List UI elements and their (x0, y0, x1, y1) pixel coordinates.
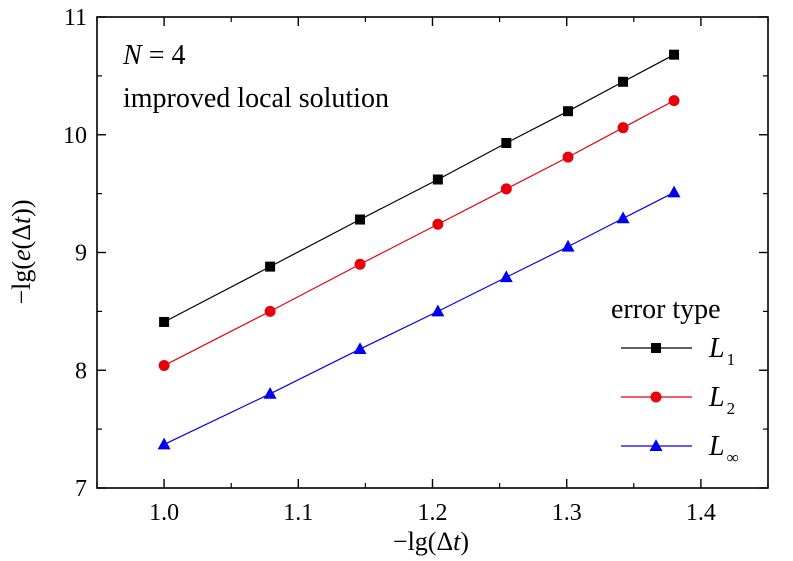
y-axis-label: −lg(e(Δt)) (7, 199, 36, 304)
annotation-n-rest: = 4 (142, 40, 186, 71)
data-point (561, 239, 575, 252)
legend-title: error type (611, 294, 721, 325)
y-tick-label: 9 (75, 241, 87, 267)
annotation-n-var: N (122, 40, 143, 71)
data-point (354, 258, 366, 270)
series-line (163, 191, 675, 445)
series-2 (158, 95, 680, 372)
axes: 1.0 1.1 1.2 1.3 1.4 7 8 9 10 11 (63, 5, 769, 526)
x-tick-label: 1.3 (552, 500, 582, 526)
data-point (668, 95, 680, 107)
data-point (667, 185, 681, 198)
y-tick-label: 7 (75, 476, 87, 502)
legend-marker (649, 439, 663, 451)
y-tick-label: 8 (75, 358, 87, 384)
y-tick-label: 11 (64, 5, 87, 31)
data-point (159, 316, 170, 327)
data-point (617, 122, 629, 134)
data-point (355, 214, 366, 225)
data-point (616, 211, 630, 224)
legend-marker (650, 391, 662, 403)
axis-labels: −lg(Δt) −lg(e(Δt)) (7, 199, 469, 556)
annotation-n-value: N = 4 (122, 40, 185, 71)
data-point (431, 304, 445, 317)
legend-marker (651, 343, 661, 353)
x-tick-label: 1.4 (686, 500, 716, 526)
annotation-method: improved local solution (123, 83, 389, 114)
series-line (163, 54, 675, 323)
data-point (500, 183, 512, 195)
series-group (157, 49, 681, 450)
x-tick-label: 1.0 (149, 500, 179, 526)
series-line (163, 100, 675, 367)
legend: error type L 1 L 2 L ∞ (611, 294, 739, 467)
data-point (263, 386, 277, 399)
data-point (562, 151, 574, 163)
series-1 (159, 49, 680, 327)
legend-entry: L ∞ (621, 431, 739, 467)
y-tick-label: 10 (63, 123, 87, 149)
x-axis-label: −lg(Δt) (393, 527, 469, 556)
data-point (264, 305, 276, 317)
x-tick-label: 1.1 (283, 500, 313, 526)
data-point (618, 76, 629, 87)
data-point (499, 270, 513, 283)
data-point (265, 261, 276, 272)
annotation-group: N = 4 improved local solution (122, 40, 389, 114)
data-point (157, 437, 171, 450)
data-point (353, 342, 367, 355)
series-3 (157, 185, 681, 450)
data-point (501, 137, 512, 148)
data-point (563, 106, 574, 117)
data-point (158, 360, 170, 372)
data-point (432, 218, 444, 230)
legend-label: L ∞ (708, 431, 739, 467)
x-tick-label: 1.2 (418, 500, 448, 526)
data-point (669, 49, 680, 60)
data-point (432, 174, 443, 185)
